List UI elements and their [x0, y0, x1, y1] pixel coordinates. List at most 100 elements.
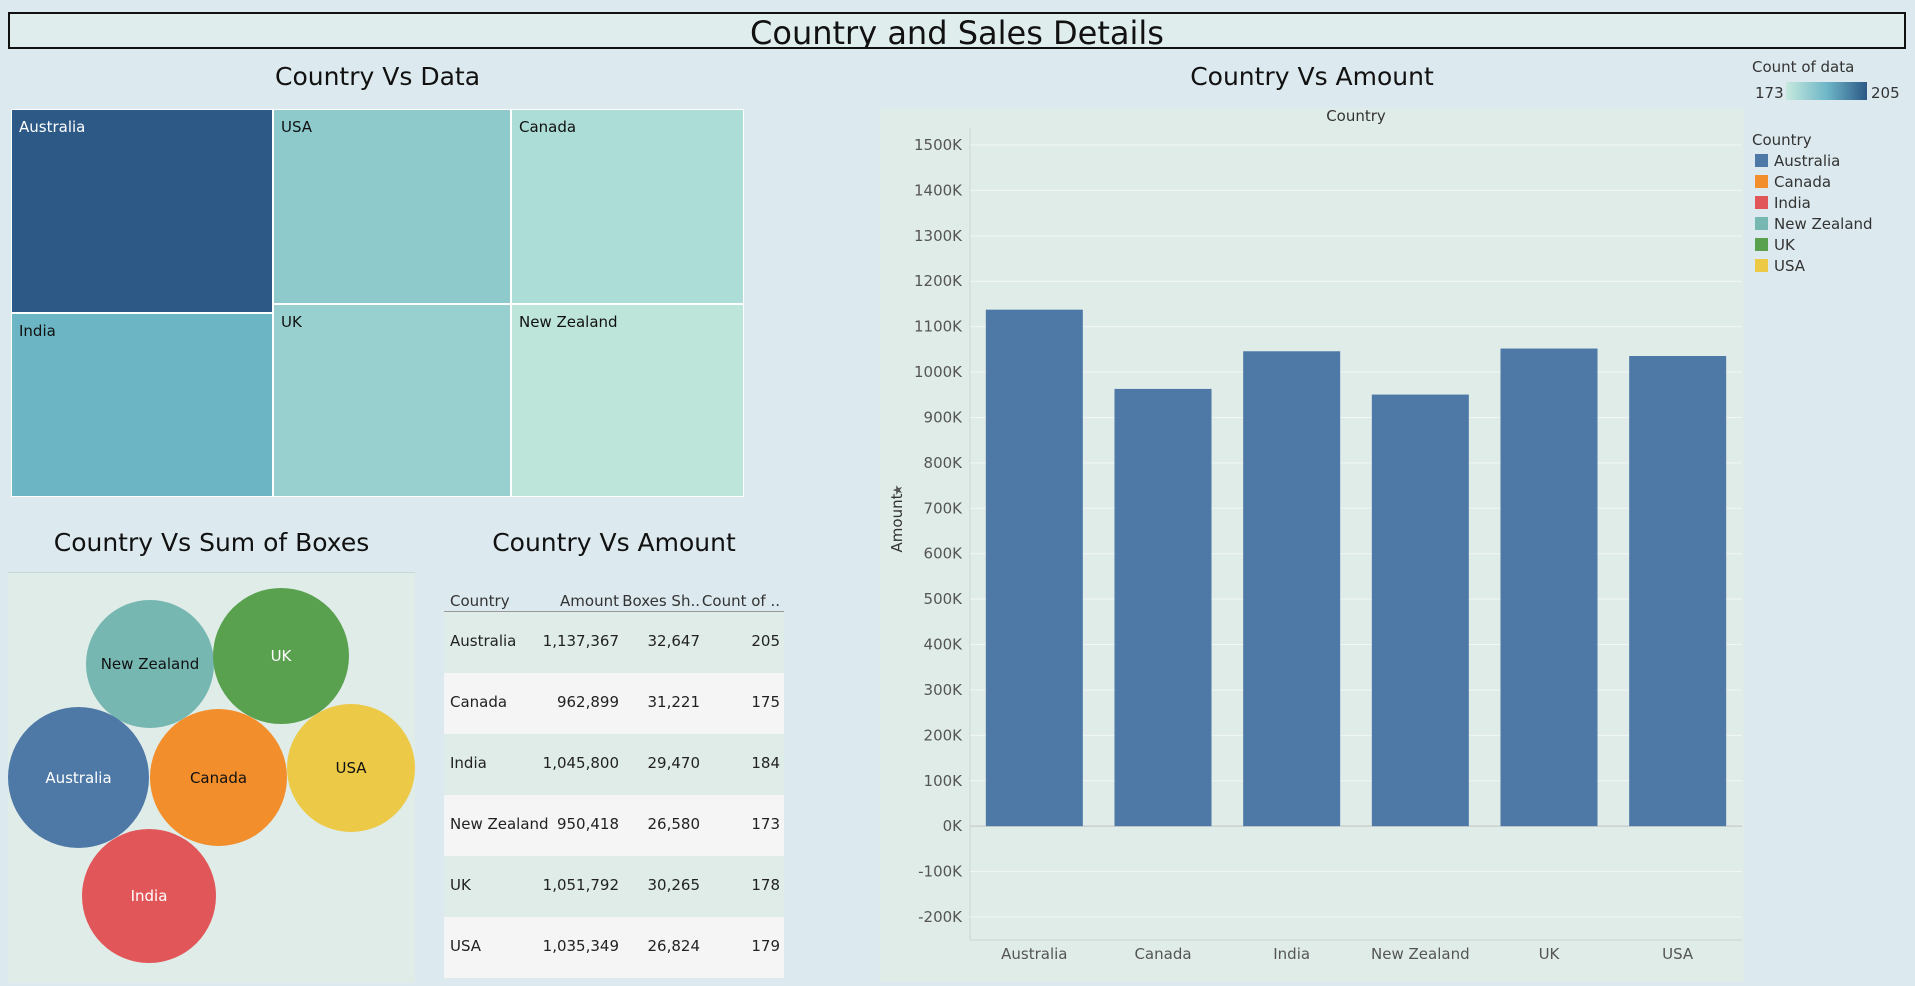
y-tick-label: 200K — [924, 726, 964, 744]
bubble-label: UK — [270, 647, 292, 665]
y-tick-label: 600K — [924, 545, 964, 563]
bubble-india[interactable]: India — [82, 829, 216, 963]
cell-boxes: 29,470 — [647, 754, 701, 772]
treemap-cell-uk[interactable]: UK — [273, 304, 511, 497]
treemap-cell-canada[interactable]: Canada — [511, 109, 744, 304]
cell-amount: 1,035,349 — [542, 937, 619, 955]
y-tick-label: 400K — [924, 636, 964, 654]
column-header-amount[interactable]: Amount — [560, 592, 619, 610]
cell-count: 173 — [751, 815, 780, 833]
bar-canada[interactable] — [1114, 388, 1212, 827]
cell-count: 179 — [751, 937, 780, 955]
bar-uk[interactable] — [1500, 348, 1598, 827]
legend-item-india[interactable]: India — [1755, 194, 1811, 214]
table-row[interactable]: Canada 962,899 31,221 175 — [444, 673, 784, 734]
table-row[interactable]: UK 1,051,792 30,265 178 — [444, 856, 784, 917]
cell-count: 175 — [751, 693, 780, 711]
x-tick-label: UK — [1539, 945, 1561, 963]
cell-boxes: 26,824 — [647, 937, 701, 955]
legend-swatch — [1755, 238, 1768, 251]
bubble-australia[interactable]: Australia — [8, 707, 149, 848]
x-tick-label: Canada — [1134, 945, 1191, 963]
bar-chart: Country -200K -100K 0K 100K 200K 300K 400K 500K 6… — [888, 107, 1742, 963]
count-legend-min: 173 — [1755, 84, 1784, 102]
treemap-label: Australia — [19, 118, 86, 136]
y-tick-label: 1300K — [914, 227, 963, 245]
column-header-count[interactable]: Count of .. — [701, 592, 780, 610]
legend-swatch — [1755, 217, 1768, 230]
bubble-label: Australia — [45, 768, 112, 787]
count-legend-title: Count of data — [1752, 58, 1855, 76]
bubble-label: India — [130, 887, 168, 905]
y-tick-label: 100K — [924, 772, 964, 790]
cell-amount: 1,045,800 — [542, 754, 619, 772]
legend-swatch — [1755, 196, 1768, 209]
y-tick-label: 900K — [924, 408, 964, 426]
bar-chart-title: Country Vs Amount — [1190, 62, 1434, 91]
legend-label: UK — [1774, 236, 1795, 254]
country-legend-title: Country — [1752, 131, 1812, 149]
bubble-label: Canada — [189, 768, 248, 787]
legend-swatch — [1755, 259, 1768, 272]
y-tick-label: 500K — [924, 590, 964, 608]
y-tick-label: 1200K — [914, 272, 963, 290]
y-tick-label: 1100K — [914, 318, 963, 336]
cell-count: 178 — [751, 876, 780, 894]
y-axis-title: Amount — [888, 493, 906, 552]
bubble-uk[interactable]: UK — [213, 588, 349, 724]
x-tick-label: Australia — [1001, 945, 1067, 963]
bar-chart-panel: Country -200K -100K 0K 100K 200K 300K 400K 500K 6… — [880, 107, 1744, 982]
cell-boxes: 30,265 — [647, 876, 701, 894]
table-row[interactable]: India 1,045,800 29,470 184 — [444, 734, 784, 795]
treemap-cell-india[interactable]: India — [11, 313, 273, 497]
y-tick-label: 700K — [924, 499, 964, 517]
country-legend: Australia Canada India New Zealand UK US… — [1755, 152, 1905, 282]
legend-item-usa[interactable]: USA — [1755, 257, 1805, 277]
bar-usa[interactable] — [1629, 356, 1727, 827]
column-header-country[interactable]: Country — [450, 592, 510, 610]
table-row[interactable]: USA 1,035,349 26,824 179 — [444, 917, 784, 978]
treemap-cell-new-zealand[interactable]: New Zealand — [511, 304, 744, 497]
treemap-label: India — [19, 322, 56, 340]
cell-country: UK — [450, 876, 471, 894]
cell-country: India — [450, 754, 487, 772]
bar-new-zealand[interactable] — [1371, 394, 1469, 827]
cell-boxes: 31,221 — [647, 693, 701, 711]
y-tick-label: 1400K — [914, 181, 963, 199]
legend-label: New Zealand — [1774, 215, 1873, 233]
treemap-title: Country Vs Data — [274, 62, 481, 91]
bubble-canada[interactable]: Canada — [150, 709, 287, 846]
y-tick-label: -200K — [918, 908, 963, 926]
y-tick-label: -100K — [918, 863, 963, 881]
cell-amount: 950,418 — [556, 815, 619, 833]
legend-item-new-zealand[interactable]: New Zealand — [1755, 215, 1873, 235]
header-divider — [444, 611, 784, 612]
count-color-ramp — [1786, 82, 1867, 100]
column-header-boxes[interactable]: Boxes Sh.. — [622, 592, 700, 610]
cell-boxes: 32,647 — [647, 632, 701, 650]
y-tick-label: 0K — [943, 817, 964, 835]
bar-india[interactable] — [1243, 351, 1341, 827]
bubble-chart-title: Country Vs Sum of Boxes — [53, 528, 370, 557]
dashboard-title: Country and Sales Details — [8, 12, 1906, 49]
data-table: Country Amount Boxes Sh.. Count of .. Au… — [444, 572, 784, 982]
y-tick-label: 300K — [924, 681, 964, 699]
bubble-label: USA — [335, 759, 367, 777]
count-legend-max: 205 — [1871, 84, 1900, 102]
legend-item-uk[interactable]: UK — [1755, 236, 1795, 256]
bar-australia[interactable] — [985, 309, 1083, 827]
table-row[interactable]: New Zealand 950,418 26,580 173 — [444, 795, 784, 856]
bubble-new-zealand[interactable]: New Zealand — [86, 600, 214, 728]
cell-country: New Zealand — [450, 815, 549, 833]
cell-amount: 1,051,792 — [542, 876, 619, 894]
bubble-usa[interactable]: USA — [287, 704, 415, 832]
treemap-cell-australia[interactable]: Australia — [11, 109, 273, 313]
legend-item-australia[interactable]: Australia — [1755, 152, 1840, 172]
table-title: Country Vs Amount — [492, 528, 736, 557]
cell-amount: 1,137,367 — [542, 632, 619, 650]
treemap-cell-usa[interactable]: USA — [273, 109, 511, 304]
cell-amount: 962,899 — [556, 693, 619, 711]
table-row[interactable]: Australia 1,137,367 32,647 205 — [444, 612, 784, 673]
cell-count: 205 — [751, 632, 780, 650]
legend-item-canada[interactable]: Canada — [1755, 173, 1831, 193]
